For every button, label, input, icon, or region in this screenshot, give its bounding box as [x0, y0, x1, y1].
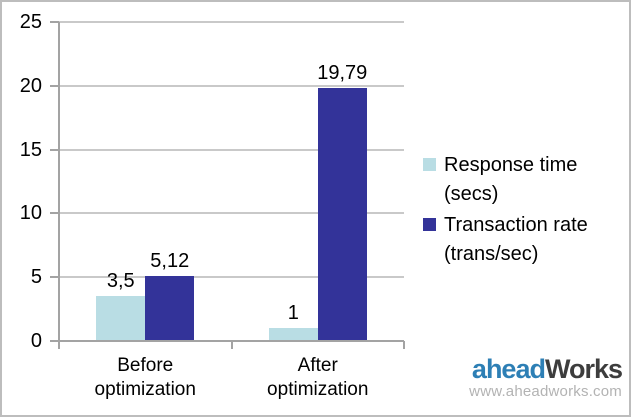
legend-swatch — [423, 158, 436, 171]
y-axis-tick — [50, 21, 59, 23]
y-axis-tick — [50, 212, 59, 215]
brand-logo: aheadWorks www.aheadworks.com — [469, 354, 623, 400]
y-axis-line — [58, 22, 60, 341]
gridline — [59, 148, 404, 151]
brand-name: aheadWorks — [469, 354, 623, 384]
x-axis-tick — [403, 341, 405, 349]
y-axis-tick — [50, 276, 59, 279]
x-category-label-line: optimization — [94, 379, 196, 400]
y-tick-label: 15 — [19, 138, 42, 161]
y-axis-tick — [50, 340, 59, 342]
x-category-label-line: After — [297, 355, 338, 376]
legend: Response time (secs) Transaction rate (tr… — [423, 151, 588, 271]
y-tick-label: 25 — [19, 11, 42, 33]
bar — [268, 328, 318, 341]
x-category-label: Before optimization — [95, 354, 196, 402]
brand-name-primary: ahead — [471, 354, 546, 384]
gridline — [59, 212, 404, 215]
brand-url: www.aheadworks.com — [469, 383, 622, 400]
bar-value-label: 5,12 — [150, 249, 190, 272]
legend-swatch — [423, 218, 436, 231]
y-tick-label: 20 — [19, 74, 42, 97]
x-category-label: After optimization — [267, 354, 368, 402]
brand-name-secondary: Works — [544, 354, 623, 384]
bar — [96, 296, 146, 341]
legend-label: Response time (secs) — [444, 154, 578, 205]
gridline — [59, 276, 404, 279]
y-tick-label: 10 — [19, 202, 42, 225]
bar — [317, 88, 367, 341]
x-category-label-line: optimization — [267, 379, 369, 400]
x-axis-tick — [230, 341, 233, 349]
legend-item: Response time (secs) — [423, 151, 588, 209]
y-axis-tick — [50, 84, 59, 87]
gridline — [59, 84, 404, 87]
y-tick-label: 5 — [30, 266, 42, 289]
bar-value-label: 19,79 — [317, 62, 368, 85]
x-axis-line — [58, 340, 404, 342]
bar-value-label: 3,5 — [106, 270, 135, 293]
y-tick-label: 0 — [30, 330, 42, 352]
bar-value-label: 1 — [287, 302, 299, 325]
legend-item: Transaction rate (trans/sec) — [423, 211, 588, 269]
x-axis-tick — [58, 341, 60, 349]
bar — [145, 275, 195, 341]
y-axis-tick — [50, 148, 59, 151]
legend-label: Transaction rate (trans/sec) — [444, 214, 588, 265]
gridline — [59, 21, 404, 23]
x-category-label-line: Before — [117, 355, 174, 376]
